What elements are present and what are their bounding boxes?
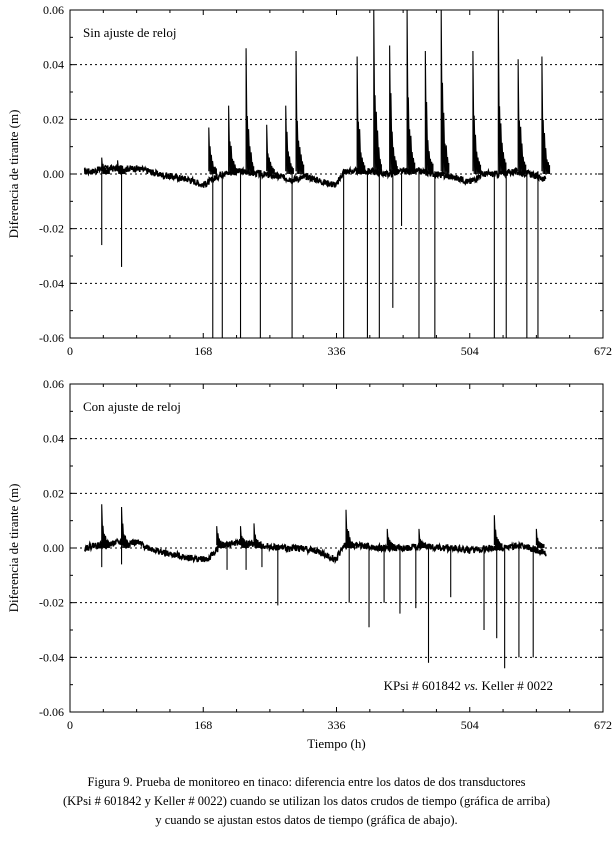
y-axis-label: Diferencia de tirante (m): [6, 110, 21, 239]
chart-con-ajuste: -0.06 -0.04 -0.02 0.00 0.02 0.04 0.06 0 168 336 50…: [6, 377, 612, 751]
series-line: [83, 163, 547, 188]
series-group: [83, 504, 547, 669]
x-tick-label: 336: [328, 344, 346, 358]
caption-line-3: y cuando se ajustan estos datos de tiemp…: [155, 813, 458, 827]
spike-up: [418, 528, 428, 549]
chart-annotation: Con ajuste de reloj: [83, 399, 181, 414]
spike-up: [389, 45, 398, 175]
y-tick-label: -0.06: [39, 331, 64, 345]
y-tick-label: 0.00: [43, 541, 64, 555]
series-line: [83, 537, 547, 565]
y-tick-label: -0.02: [39, 596, 64, 610]
spike-up: [424, 50, 434, 175]
y-tick-label: 0.06: [43, 3, 64, 17]
legend-text: KPsi # 601842 vs. Keller # 0022: [384, 678, 553, 693]
y-tick-label: -0.06: [39, 705, 64, 719]
spike-up: [386, 528, 396, 549]
spike-up: [266, 124, 275, 175]
x-tick-label: 336: [328, 718, 346, 732]
spike-up: [239, 526, 249, 549]
x-tick-label: 0: [67, 344, 73, 358]
spike-up: [101, 504, 110, 549]
x-tick-label: 168: [194, 344, 212, 358]
y-axis-label: Diferencia de tirante (m): [6, 484, 21, 613]
spike-up: [345, 509, 355, 549]
y-tick-label: -0.02: [39, 222, 64, 236]
x-tick-label: 504: [461, 718, 479, 732]
figure-caption: Figura 9. Prueba de monitoreo en tinaco:…: [0, 773, 613, 830]
spike-up: [121, 506, 130, 549]
x-tick-label: 168: [194, 718, 212, 732]
spike-up: [406, 10, 416, 175]
x-axis-label: Tiempo (h): [307, 736, 365, 751]
spike-up: [517, 59, 527, 175]
y-tick-label: -0.04: [39, 650, 64, 664]
spike-up: [497, 10, 507, 175]
y-tick-label: 0.00: [43, 167, 64, 181]
x-tick-label: 672: [594, 344, 612, 358]
caption-line-2: (KPsi # 601842 y Keller # 0022) cuando s…: [62, 794, 551, 808]
spike-up: [535, 528, 545, 549]
y-tick-label: 0.02: [43, 486, 64, 500]
spike-up: [472, 50, 482, 175]
spike-up: [373, 10, 382, 175]
spike-up: [253, 523, 263, 549]
spike-up: [440, 10, 450, 175]
spike-up: [295, 50, 305, 175]
chart-sin-ajuste: -0.06 -0.04 -0.02 0.00 0.02 0.04 0.06 0 168 336 50…: [6, 3, 612, 358]
spike-up: [285, 105, 294, 175]
spike-up: [101, 157, 110, 175]
y-tick-label: 0.04: [43, 58, 64, 72]
y-tick-label: 0.04: [43, 432, 64, 446]
caption-line-1: Figura 9. Prueba de monitoreo en tinaco:…: [87, 775, 526, 789]
y-tick-label: 0.02: [43, 112, 64, 126]
x-tick-label: 672: [594, 718, 612, 732]
x-tick-label: 504: [461, 344, 479, 358]
spike-up: [245, 48, 255, 175]
spike-up: [356, 56, 366, 175]
spike-up: [228, 105, 237, 175]
spike-up: [493, 515, 503, 549]
chart-annotation: Sin ajuste de reloj: [83, 25, 177, 40]
series-group: [83, 10, 551, 338]
x-tick-label: 0: [67, 718, 73, 732]
spike-up: [541, 56, 551, 175]
y-tick-label: -0.04: [39, 276, 64, 290]
spike-up: [216, 526, 225, 549]
spike-up: [208, 127, 217, 175]
y-tick-label: 0.06: [43, 377, 64, 391]
